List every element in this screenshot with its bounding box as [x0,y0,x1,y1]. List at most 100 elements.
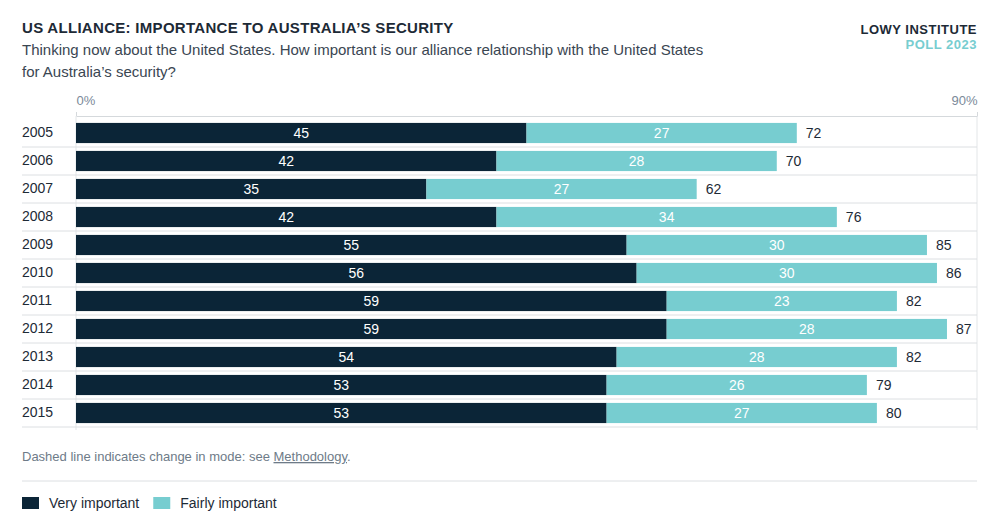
legend: Very important Fairly important [22,495,277,511]
bar [617,347,897,367]
total-label: 62 [706,181,722,197]
total-label: 87 [956,321,972,337]
tick-mark [76,112,77,116]
footer-divider [22,481,977,482]
data-labels: 45 42 35 42 55 56 59 59 54 53 53 27 28 27 34 30 30 23 28 28… [243,125,971,421]
bar [76,123,527,143]
data-label: 59 [364,321,380,337]
y-axis: 2005 2006 2007 2008 2009 2010 2011 2012 2013 2014… [22,124,76,420]
bar [667,291,897,311]
data-label: 59 [364,293,380,309]
data-label: 28 [799,321,815,337]
row-dividers [22,147,977,427]
category-label: 2011 [22,292,52,308]
category-label: 2006 [22,152,53,168]
bar [637,263,937,283]
bar [426,179,696,199]
tick: 2006 [22,152,76,168]
bar [667,319,947,339]
subtitle: Thinking now about the United States. Ho… [22,41,703,58]
axis-line [77,116,978,117]
tick-label: 90% [951,93,977,108]
tick-label: 0% [77,93,96,108]
bar [76,179,426,199]
tick: 2008 [22,208,76,224]
data-label: 30 [769,237,785,253]
bar [527,123,797,143]
data-label: 27 [734,405,750,421]
bar [607,403,877,423]
data-label: 54 [339,349,355,365]
row-divider [22,287,977,288]
legend-label: Fairly important [180,495,277,511]
bar [496,207,836,227]
row-divider [22,147,977,148]
total-label: 79 [876,377,892,393]
bar [76,403,607,423]
tick: 2012 [22,320,76,336]
row-divider [22,231,977,232]
tick: 2009 [22,236,76,252]
grid [76,116,977,430]
publisher: LOWY INSTITUTE [860,22,977,37]
category-label: 2013 [22,348,53,364]
edition: POLL 2023 [906,37,977,52]
row-divider [22,175,977,176]
data-label: 56 [349,265,365,281]
total-label: 85 [936,237,952,253]
total-label: 76 [846,209,862,225]
legend-swatch [153,497,170,509]
data-label: 28 [749,349,765,365]
note: Dashed line indicates change in mode: se… [22,449,351,464]
data-label: 35 [243,181,259,197]
grid-line [977,116,978,430]
data-label: 23 [774,293,790,309]
row-divider [22,315,977,316]
bar [76,375,607,395]
category-label: 2008 [22,208,53,224]
bar [76,291,667,311]
data-label: 30 [779,265,795,281]
data-label: 27 [554,181,570,197]
data-label: 27 [654,125,670,141]
bar [76,263,637,283]
title: US ALLIANCE: IMPORTANCE TO AUSTRALIA’S S… [22,19,454,36]
category-label: 2007 [22,180,53,196]
data-label: 34 [659,209,675,225]
bars [76,123,947,423]
tick: 2015 [22,404,76,420]
data-label: 53 [334,377,350,393]
category-label: 2014 [22,376,53,392]
data-label: 53 [334,405,350,421]
tick: 90% [951,93,977,116]
row-divider [22,371,977,372]
data-label: 55 [344,237,360,253]
row-divider [22,399,977,400]
total-label: 72 [806,125,822,141]
note-link[interactable]: Methodology [274,449,349,464]
tick: 2011 [22,292,76,308]
data-label: 42 [278,209,294,225]
tick: 2007 [22,180,76,196]
data-label: 28 [629,153,645,169]
category-label: 2009 [22,236,53,252]
data-label: 45 [293,125,309,141]
legend-item: Fairly important [153,495,277,511]
data-label: 42 [278,153,294,169]
tick: 2013 [22,348,76,364]
tick: 2014 [22,376,76,392]
legend-item: Very important [22,495,139,511]
subtitle: for Australia’s security? [22,63,176,80]
bar [76,207,496,227]
tick: 2010 [22,264,76,280]
row-divider [22,427,977,428]
total-label: 70 [786,153,802,169]
total-label: 82 [906,349,922,365]
category-label: 2015 [22,404,53,420]
bar [76,347,617,367]
note-text: Dashed line indicates change in mode: se… [22,449,274,464]
category-label: 2005 [22,124,53,140]
bar [607,375,867,395]
bar [496,151,776,171]
bar [76,319,667,339]
